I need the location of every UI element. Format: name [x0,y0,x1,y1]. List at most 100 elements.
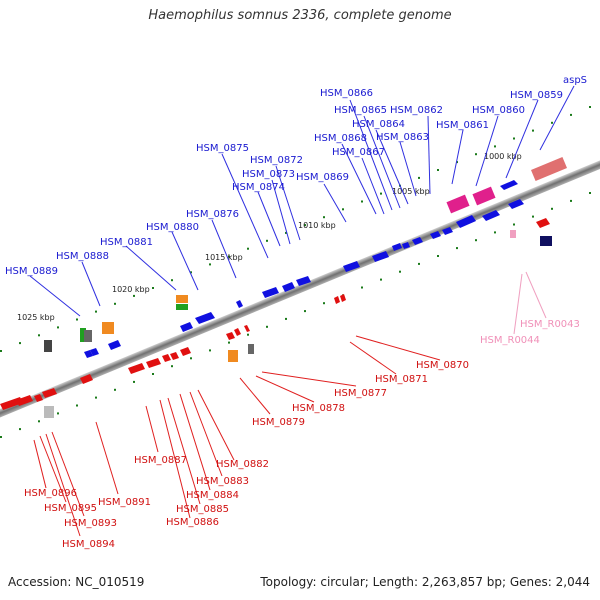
track-dot [513,223,515,226]
gene-label-hsm-0886: HSM_0886 [166,517,219,528]
rna-gene-labels: HSM_R0043 HSM_R0044 [480,319,580,346]
gene-arrow [282,282,295,292]
gene-label-hsm-0869: HSM_0869 [296,172,349,183]
gene-box-magenta [472,186,496,206]
gene-arrow [234,328,241,336]
track-dot [19,428,21,431]
track-dot [57,326,59,329]
gene-box-salmon [530,156,568,182]
track-dot [551,207,553,210]
gene-arrow [180,322,193,332]
track-dot [76,318,78,321]
track-dot [437,169,439,171]
scale-label-1025: 1025 kbp [17,313,55,322]
track-dot [456,247,458,250]
track-dot [247,333,249,336]
track-dot [380,192,382,195]
gene-arrow [392,243,402,251]
gene-arrow [343,261,360,272]
track-dot [38,420,40,423]
track-dot [19,342,21,345]
track-dot [57,412,59,415]
gene-arrow [430,231,441,239]
gene-label-hsm-0866: HSM_0866 [320,88,373,99]
gene-label-hsm-0882: HSM_0882 [216,459,269,470]
track-dot [95,396,97,399]
gene-arrow [90,348,99,356]
gene-arrow [162,354,171,362]
gene-label-hsm-0878: HSM_0878 [292,403,345,414]
rna-leaders [513,271,547,335]
track-dot [190,357,192,360]
gene-label-hsm-0887: HSM_0887 [134,455,187,466]
gene-arrow [340,294,346,302]
genome-backbone [0,132,600,446]
gene-arrow [508,199,524,209]
gene-arrow [16,395,33,406]
gene-label-hsm-0893: HSM_0893 [64,518,117,529]
gene-label-hsm-0865: HSM_0865 [334,105,387,116]
gene-box-orange [176,295,188,303]
gene-arrow [34,394,43,402]
forward-genes [84,180,524,358]
gene-label-hsm-0895: HSM_0895 [44,503,97,514]
gene-arrow [42,388,57,398]
track-dot [171,279,173,282]
track-dot [152,287,154,289]
accession-text: Accession: NC_010519 [8,575,145,589]
gene-arrow [412,237,423,245]
gene-arrow [226,332,235,340]
scale-label-1000: 1000 kbp [484,152,522,161]
gene-label-hsm-0880: HSM_0880 [146,222,199,233]
gene-box-orange [102,322,114,334]
gene-label-hsm-r0044: HSM_R0044 [480,335,540,346]
track-dot [475,153,477,156]
track-dot [551,121,553,124]
gene-arrow [482,210,500,221]
gene-label-hsm-0867: HSM_0867 [332,147,385,158]
track-dot [570,113,572,116]
genome-summary-text: Topology: circular; Length: 2,263,857 bp… [260,575,590,589]
track-dot [361,200,363,203]
track-dot [38,334,40,337]
track-dot [475,239,477,242]
gene-label-hsm-0871: HSM_0871 [375,374,428,385]
reverse-genes [0,218,550,410]
gene-label-hsm-0860: HSM_0860 [472,105,525,116]
track-dot [323,216,325,219]
gene-label-hsm-0863: HSM_0863 [376,132,429,143]
rna-gene [510,230,516,238]
track-dot [304,224,306,227]
track-dot [114,302,116,305]
track-dot [114,388,116,391]
gene-arrow [334,296,340,304]
guide-tracks [0,106,591,438]
track-dot [589,192,591,194]
track-dot [494,145,496,148]
forward-leaders [29,85,575,317]
track-dot [532,129,534,132]
gene-label-hsm-0888: HSM_0888 [56,251,109,262]
gene-arrow [456,215,476,228]
track-dot [418,176,420,179]
gene-arrow [296,276,311,286]
scale-label-1005: 1005 kbp [392,187,430,196]
map-title: Haemophilus somnus 2336, complete genome [148,8,452,23]
gene-arrow [372,251,389,262]
gene-label-hsm-0868: HSM_0868 [314,133,367,144]
gene-arrow [236,300,243,308]
track-dot [209,349,211,352]
track-dot [266,325,268,328]
track-dot [0,436,2,438]
track-dot [285,231,287,234]
gene-label-hsm-0864: HSM_0864 [352,119,405,130]
track-dot [171,365,173,368]
gene-label-hsm-0861: HSM_0861 [436,120,489,131]
gene-box-gray [84,330,92,342]
track-dot [437,255,439,257]
gene-box-gray [44,340,52,352]
gene-arrow [244,325,250,332]
gene-label-hsm-0875: HSM_0875 [196,143,249,154]
gene-arrow [195,312,215,324]
gene-label-hsm-0876: HSM_0876 [186,209,239,220]
